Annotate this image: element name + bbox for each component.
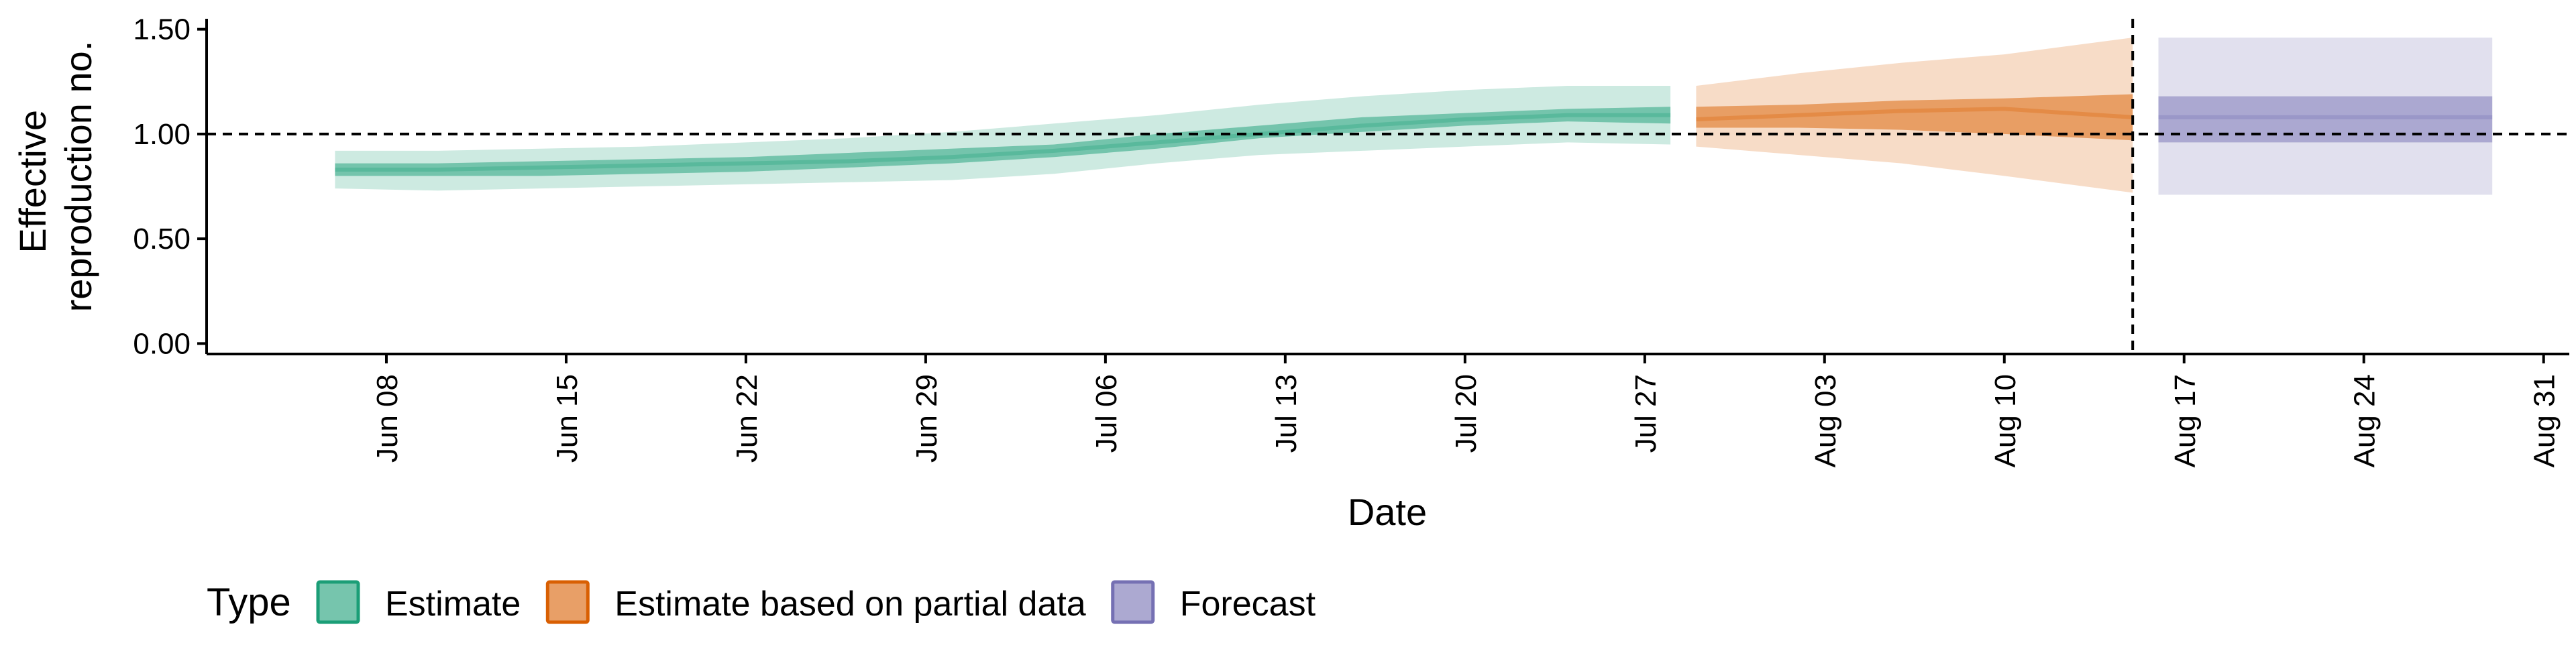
x-tick-label: Aug 17 xyxy=(2169,374,2202,467)
axes: 0.00 0.50 1.00 1.50 Jun 08 Jun 15 Jun 22 Jun 29… xyxy=(133,13,2569,467)
series-2-band-50 xyxy=(1696,94,2133,141)
series-1-median-line xyxy=(335,113,1671,172)
y-axis-title: Effective reproduction no. xyxy=(11,41,99,312)
series-2-median-line xyxy=(1696,107,2133,121)
legend-label-3: Forecast xyxy=(1180,585,1316,624)
x-tick-label: Jun 15 xyxy=(551,374,584,463)
y-axis-title-line-1: Effective xyxy=(11,110,54,253)
x-tick-label: Jun 22 xyxy=(731,374,763,463)
legend-label-2: Estimate based on partial data xyxy=(614,585,1086,624)
x-tick-label: Aug 24 xyxy=(2349,374,2381,467)
x-tick-label: Jul 20 xyxy=(1450,374,1483,453)
x-tick-label: Jul 13 xyxy=(1270,374,1303,453)
y-tick-label: 0.50 xyxy=(133,223,191,255)
y-tick-label: 0.00 xyxy=(133,327,191,360)
y-tick-label: 1.00 xyxy=(133,118,191,151)
plot-area xyxy=(207,19,2569,354)
legend-swatch-2 xyxy=(545,580,590,624)
x-tick-label: Aug 10 xyxy=(1989,374,2022,467)
x-tick-label: Jul 27 xyxy=(1629,374,1662,453)
x-tick-label: Jun 08 xyxy=(371,374,404,463)
x-tick-label: Aug 03 xyxy=(1809,374,1842,467)
x-axis-title: Date xyxy=(1348,491,1427,533)
series-1-band-50 xyxy=(335,107,1671,176)
legend-label-1: Estimate xyxy=(385,585,521,624)
legend-swatch-1 xyxy=(316,580,360,624)
y-tick-label: 1.50 xyxy=(133,13,191,46)
x-tick-label: Jul 06 xyxy=(1090,374,1123,453)
series-1 xyxy=(335,86,1671,191)
legend-title: Type xyxy=(207,581,291,624)
legend-swatch-3 xyxy=(1111,580,1155,624)
legend: Type Estimate Estimate based on partial d… xyxy=(207,580,1316,624)
y-axis-title-line-2: reproduction no. xyxy=(57,41,99,312)
series-3-band-50 xyxy=(2158,96,2493,143)
series-3 xyxy=(2158,38,2493,195)
x-tick-label: Jun 29 xyxy=(910,374,943,463)
x-tick-label: Aug 31 xyxy=(2528,374,2561,467)
series-2 xyxy=(1696,38,2133,193)
